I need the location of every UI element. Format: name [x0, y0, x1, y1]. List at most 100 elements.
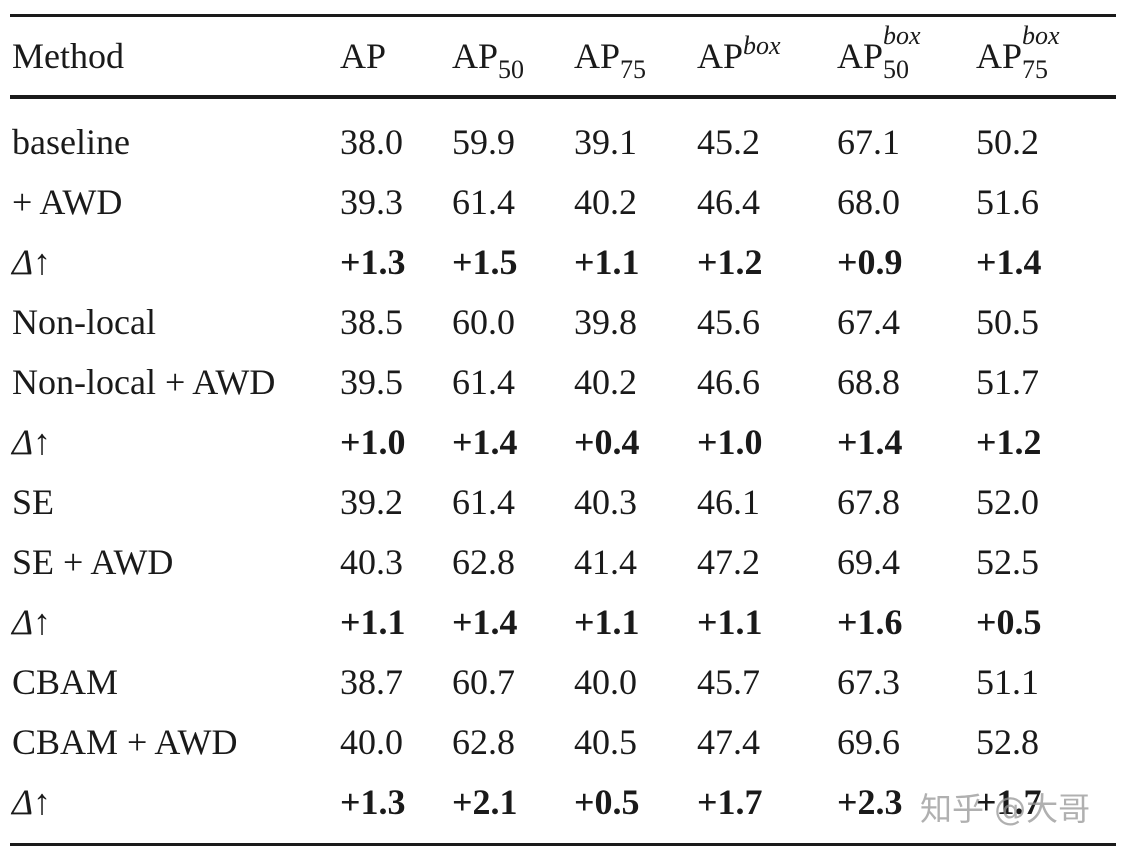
- cell-ap75: +0.4: [574, 422, 640, 462]
- cell-ap50: 59.9: [452, 122, 515, 162]
- cell-apbox: 46.6: [697, 362, 760, 402]
- row-method: Δ↑: [12, 421, 51, 463]
- up-arrow-icon: ↑: [33, 782, 52, 822]
- header-method: Method: [12, 36, 124, 76]
- up-arrow-icon: ↑: [33, 602, 52, 642]
- table-row: baseline 38.0 59.9 39.1 45.2 67.1 50.2: [10, 113, 1116, 173]
- cell-ap75: 40.2: [574, 362, 637, 402]
- cell-apbox75: 50.2: [976, 122, 1039, 162]
- cell-apbox: +1.2: [697, 242, 763, 282]
- top-rule: [10, 14, 1116, 17]
- table-row: Non-local + AWD 39.5 61.4 40.2 46.6 68.8…: [10, 353, 1116, 413]
- cell-apbox50: +1.6: [837, 602, 903, 642]
- cell-apbox50: 67.1: [837, 122, 900, 162]
- row-method: + AWD: [12, 182, 123, 222]
- cell-ap75: +0.5: [574, 782, 640, 822]
- delta-symbol: Δ: [12, 422, 34, 462]
- cell-ap50: 60.7: [452, 662, 515, 702]
- cell-ap50: +1.4: [452, 422, 518, 462]
- row-method: Non-local + AWD: [12, 362, 276, 402]
- cell-ap: 38.5: [340, 302, 403, 342]
- table-row: SE + AWD 40.3 62.8 41.4 47.2 69.4 52.5: [10, 533, 1116, 593]
- delta-row: Δ↑ +1.3 +1.5 +1.1 +1.2 +0.9 +1.4: [10, 233, 1116, 293]
- cell-apbox75: 50.5: [976, 302, 1039, 342]
- cell-apbox: 47.4: [697, 722, 760, 762]
- cell-apbox50: 68.0: [837, 182, 900, 222]
- delta-symbol: Δ: [12, 242, 34, 282]
- table-row: CBAM 38.7 60.7 40.0 45.7 67.3 51.1: [10, 653, 1116, 713]
- table-row: Non-local 38.5 60.0 39.8 45.6 67.4 50.5: [10, 293, 1116, 353]
- cell-ap: 38.0: [340, 122, 403, 162]
- cell-apbox75: +1.4: [976, 242, 1042, 282]
- cell-ap50: 60.0: [452, 302, 515, 342]
- cell-ap75: 40.2: [574, 182, 637, 222]
- cell-apbox75: 51.1: [976, 662, 1039, 702]
- cell-apbox50: 68.8: [837, 362, 900, 402]
- cell-apbox50: +0.9: [837, 242, 903, 282]
- cell-apbox75: +1.7: [976, 782, 1042, 822]
- cell-apbox75: 51.7: [976, 362, 1039, 402]
- cell-ap: +1.0: [340, 422, 406, 462]
- cell-ap75: 39.8: [574, 302, 637, 342]
- header-ap75: AP75: [574, 36, 647, 84]
- cell-ap50: 61.4: [452, 362, 515, 402]
- row-method: Non-local: [12, 302, 156, 342]
- cell-apbox50: +2.3: [837, 782, 903, 822]
- watermark: 知乎 @大哥: [920, 790, 1091, 828]
- delta-row: Δ↑ +1.3 +2.1 +0.5 +1.7 +2.3 +1.7: [10, 773, 1116, 833]
- results-table: Method AP AP50 AP75 APbox AP box 50 AP box 7…: [10, 14, 1116, 846]
- cell-apbox50: 67.3: [837, 662, 900, 702]
- cell-ap75: 40.0: [574, 662, 637, 702]
- delta-symbol: Δ: [12, 782, 34, 822]
- row-method: Δ↑: [12, 601, 51, 643]
- cell-ap75: 40.5: [574, 722, 637, 762]
- up-arrow-icon: ↑: [33, 422, 52, 462]
- header-ap: AP: [340, 36, 387, 76]
- cell-ap50: +1.5: [452, 242, 518, 282]
- cell-apbox: 46.1: [697, 482, 760, 522]
- row-method: Δ↑: [12, 781, 51, 823]
- header-apbox75: AP box 75: [976, 21, 1060, 84]
- cell-apbox: 45.7: [697, 662, 760, 702]
- row-method: CBAM: [12, 662, 119, 702]
- up-arrow-icon: ↑: [33, 242, 52, 282]
- row-method: SE + AWD: [12, 542, 174, 582]
- delta-symbol: Δ: [12, 602, 34, 642]
- table-body: baseline 38.0 59.9 39.1 45.2 67.1 50.2 +…: [10, 99, 1116, 833]
- cell-ap: 38.7: [340, 662, 403, 702]
- cell-ap: +1.3: [340, 782, 406, 822]
- cell-ap: +1.1: [340, 602, 406, 642]
- cell-apbox50: 69.4: [837, 542, 900, 582]
- cell-ap75: 41.4: [574, 542, 637, 582]
- cell-ap: 40.0: [340, 722, 403, 762]
- table-row: CBAM + AWD 40.0 62.8 40.5 47.4 69.6 52.8: [10, 713, 1116, 773]
- header-apbox: APbox: [697, 31, 781, 76]
- cell-ap: 40.3: [340, 542, 403, 582]
- cell-apbox50: 69.6: [837, 722, 900, 762]
- cell-ap50: 61.4: [452, 182, 515, 222]
- cell-ap: +1.3: [340, 242, 406, 282]
- cell-apbox: +1.0: [697, 422, 763, 462]
- cell-ap: 39.5: [340, 362, 403, 402]
- cell-ap75: 39.1: [574, 122, 637, 162]
- cell-apbox75: 52.8: [976, 722, 1039, 762]
- cell-apbox: +1.1: [697, 602, 763, 642]
- cell-ap50: +2.1: [452, 782, 518, 822]
- cell-apbox75: 52.5: [976, 542, 1039, 582]
- cell-apbox75: 51.6: [976, 182, 1039, 222]
- cell-apbox: 45.2: [697, 122, 760, 162]
- row-method: SE: [12, 482, 55, 522]
- cell-apbox75: 52.0: [976, 482, 1039, 522]
- table-header: Method AP AP50 AP75 APbox AP box 50 AP box 7…: [10, 17, 1116, 95]
- cell-ap: 39.3: [340, 182, 403, 222]
- cell-ap50: 62.8: [452, 542, 515, 582]
- cell-ap75: +1.1: [574, 242, 640, 282]
- cell-apbox: 47.2: [697, 542, 760, 582]
- header-rule: [10, 95, 1116, 99]
- cell-apbox: 45.6: [697, 302, 760, 342]
- cell-apbox: +1.7: [697, 782, 763, 822]
- cell-ap50: 61.4: [452, 482, 515, 522]
- cell-ap75: +1.1: [574, 602, 640, 642]
- row-method: Δ↑: [12, 241, 51, 283]
- cell-ap: 39.2: [340, 482, 403, 522]
